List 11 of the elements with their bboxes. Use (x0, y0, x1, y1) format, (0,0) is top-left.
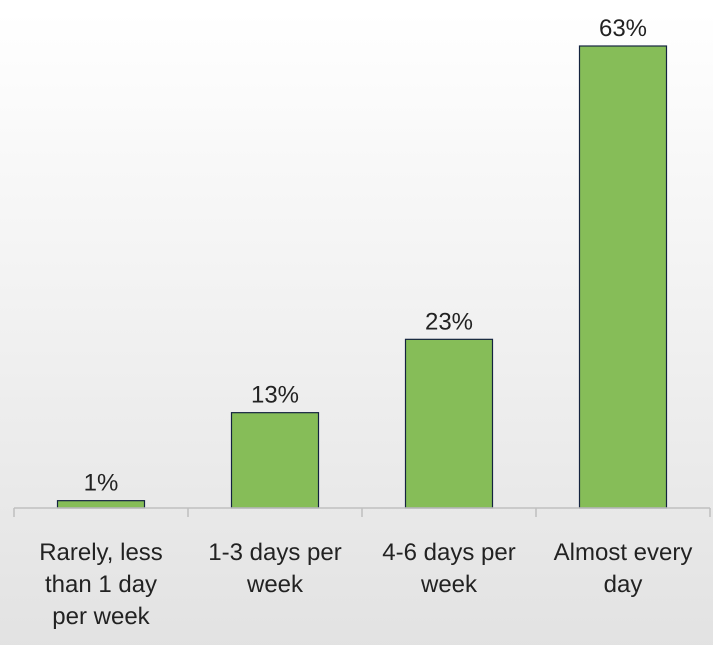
x-tick-label: 4-6 days per week (382, 539, 516, 598)
bar (230, 412, 320, 509)
data-label: 23% (424, 308, 474, 336)
x-tick-label: Rarely, less than 1 day per week (39, 539, 163, 630)
data-label: 63% (598, 15, 648, 42)
bar (578, 45, 668, 509)
data-label: 1% (84, 470, 118, 497)
x-tick-label: Almost every day (554, 539, 692, 598)
x-tick-label: 1-3 days per week (208, 539, 342, 598)
data-label: 13% (250, 382, 300, 409)
bar (404, 338, 494, 509)
